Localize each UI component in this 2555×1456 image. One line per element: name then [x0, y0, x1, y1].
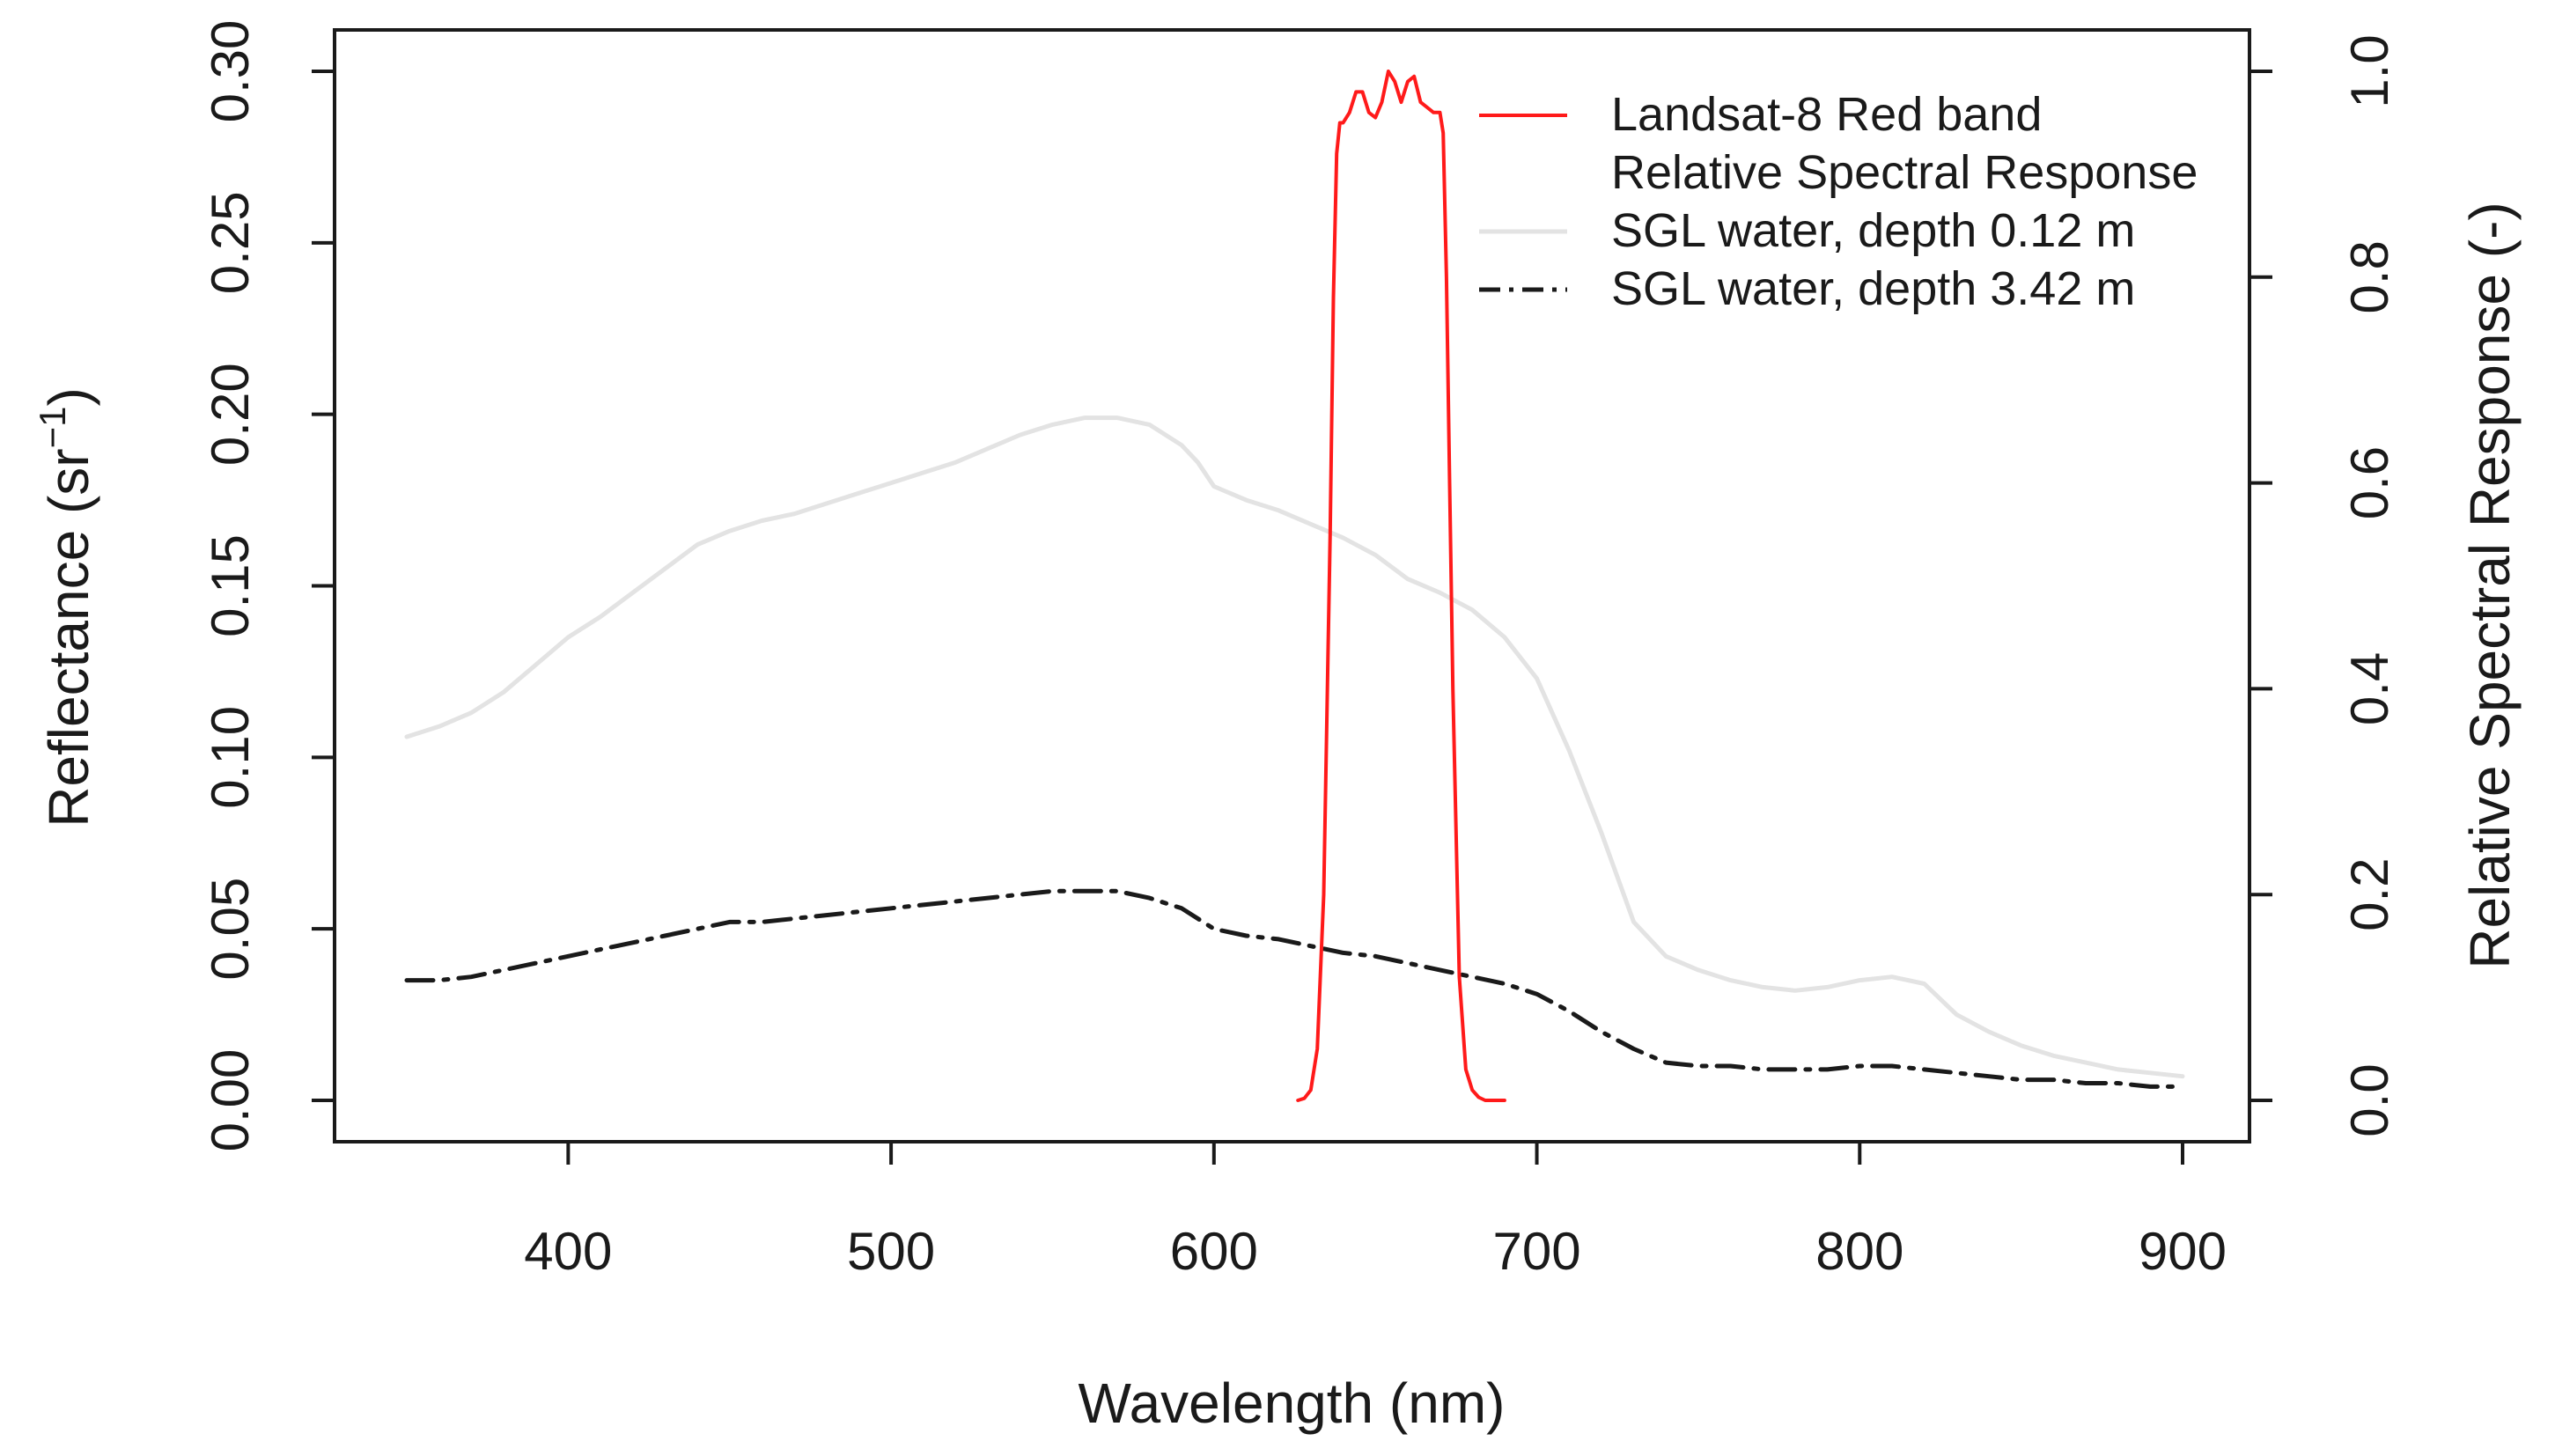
x-axis-title: Wavelength (nm) [1079, 1371, 1506, 1435]
series-line-sgl-water-depth-0-12-m [404, 415, 2185, 1079]
y2-tick-label: 0.8 [2340, 240, 2399, 313]
y2-tick-label: 0.4 [2340, 652, 2399, 725]
y-axis-title: Reflectance (sr−1) [32, 387, 100, 827]
y2-axis-title: Relative Spectral Response (-) [2458, 202, 2522, 968]
legend-label: Relative Spectral Response [1611, 146, 2198, 199]
y2-tick-label: 0.2 [2340, 857, 2399, 930]
y-axis-title-main: Reflectance (sr [37, 448, 100, 827]
y-tick-label: 0.30 [201, 20, 260, 123]
series-line-sgl-water-depth-3-42-m [404, 888, 2185, 1089]
x-tick-label: 500 [847, 1222, 935, 1281]
series-layer [404, 70, 2185, 1102]
x-axis: 400 500 600 700 800 900 [524, 1140, 2227, 1281]
y2-tick-label: 0.6 [2340, 446, 2399, 519]
y-axis-title-suffix: ) [37, 387, 100, 406]
x-tick-label: 800 [1815, 1222, 1903, 1281]
y-tick-label: 0.20 [201, 363, 260, 466]
y-tick-label: 0.15 [201, 534, 260, 637]
x-tick-label: 600 [1170, 1222, 1258, 1281]
legend-label: Landsat-8 Red band [1611, 88, 2042, 141]
x-tick-label: 700 [1492, 1222, 1580, 1281]
y2-tick-label: 0.0 [2340, 1063, 2399, 1136]
series-line-landsat-8-red-band-relative-spectral-response [1296, 70, 1506, 1102]
y-tick-label: 0.10 [201, 706, 260, 809]
x-tick-label: 900 [2139, 1222, 2227, 1281]
legend-label: SGL water, depth 3.42 m [1611, 262, 2135, 315]
y-axis-right: 0.0 0.2 0.4 0.6 0.8 1.0 [2248, 34, 2399, 1137]
y-tick-label: 0.05 [201, 878, 260, 981]
y-axis-left: 0.00 0.05 0.10 0.15 0.20 0.25 0.30 [201, 20, 336, 1152]
y-tick-label: 0.00 [201, 1049, 260, 1152]
y2-tick-label: 1.0 [2340, 34, 2399, 107]
legend-label: SGL water, depth 0.12 m [1611, 204, 2135, 257]
y-tick-label: 0.25 [201, 191, 260, 294]
y-axis-title-superscript: −1 [32, 407, 73, 449]
x-tick-label: 400 [524, 1222, 612, 1281]
